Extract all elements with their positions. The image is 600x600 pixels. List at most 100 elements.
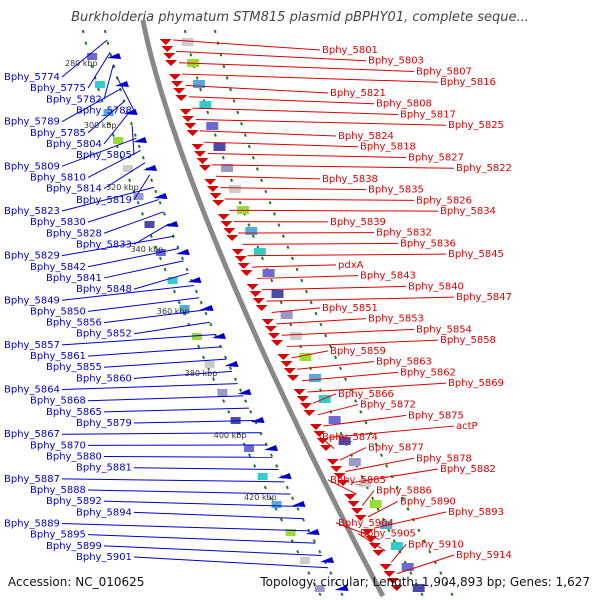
gene-label[interactable]: Bphy_5823 <box>4 206 60 217</box>
gene-label[interactable]: Bphy_5895 <box>30 530 86 541</box>
gene-label[interactable]: Bphy_5867 <box>4 429 60 440</box>
gene-label[interactable]: Bphy_5877 <box>368 443 424 454</box>
gene-label[interactable]: Bphy_5859 <box>330 346 386 357</box>
gene-label[interactable]: Bphy_5828 <box>46 228 102 239</box>
gene-label[interactable]: Bphy_5785 <box>30 128 86 139</box>
gene-label[interactable]: Bphy_5847 <box>456 292 512 303</box>
gene-label[interactable]: Bphy_5869 <box>448 378 504 389</box>
gene-label[interactable]: Bphy_5882 <box>440 464 496 475</box>
gene-label[interactable]: Bphy_5862 <box>400 367 456 378</box>
gene-label[interactable]: Bphy_5864 <box>4 385 60 396</box>
kbp-tick-label: 300 kbp <box>84 121 117 130</box>
gene-label[interactable]: Bphy_5843 <box>360 271 416 282</box>
gene-label[interactable]: Bphy_5788 <box>76 105 132 116</box>
gene-label[interactable]: Bphy_5810 <box>30 172 86 183</box>
gene-leader-line <box>61 478 285 483</box>
gene-label[interactable]: Bphy_5853 <box>368 314 424 325</box>
gene-label[interactable]: Bphy_5833 <box>76 239 132 250</box>
gene-label[interactable]: Bphy_5817 <box>400 109 456 120</box>
gene-label[interactable]: Bphy_5804 <box>46 139 102 150</box>
gene-label[interactable]: Bphy_5905 <box>360 529 416 540</box>
gene-label[interactable]: Bphy_5845 <box>448 249 504 260</box>
gene-label[interactable]: Bphy_5872 <box>360 400 416 411</box>
gene-label[interactable]: Bphy_5879 <box>76 418 132 429</box>
gene-label[interactable]: Bphy_5825 <box>448 120 504 131</box>
reverse-gene-mark <box>212 200 225 206</box>
gene-label[interactable]: Bphy_5887 <box>4 474 60 485</box>
gene-label[interactable]: Bphy_5789 <box>4 117 60 128</box>
gene-label[interactable]: Bphy_5914 <box>456 550 512 561</box>
gene-label[interactable]: Bphy_5827 <box>408 152 464 163</box>
feature-block <box>318 395 331 403</box>
gene-label[interactable]: Bphy_5868 <box>30 396 86 407</box>
gene-label[interactable]: Bphy_5875 <box>408 410 464 421</box>
gene-label[interactable]: Bphy_5885 <box>330 475 386 486</box>
gene-label[interactable]: actP <box>456 421 478 432</box>
gene-label[interactable]: Bphy_5910 <box>408 539 464 550</box>
gene-label[interactable]: Bphy_5899 <box>46 541 102 552</box>
gene-label[interactable]: Bphy_5865 <box>46 407 102 418</box>
gene-label[interactable]: Bphy_5856 <box>46 318 102 329</box>
gene-label[interactable]: Bphy_5834 <box>440 206 496 217</box>
gene-label[interactable]: Bphy_5807 <box>416 66 472 77</box>
gene-label[interactable]: Bphy_5774 <box>4 72 60 83</box>
gene-label[interactable]: Bphy_5816 <box>440 77 496 88</box>
gene-label[interactable]: Bphy_5841 <box>46 273 102 284</box>
gene-label[interactable]: Bphy_5830 <box>30 217 86 228</box>
gene-label[interactable]: Bphy_5836 <box>400 238 456 249</box>
gene-label[interactable]: Bphy_5848 <box>76 284 132 295</box>
gene-label[interactable]: Bphy_5818 <box>360 142 416 153</box>
gene-label[interactable]: Bphy_5880 <box>46 452 102 463</box>
gene-label[interactable]: Bphy_5870 <box>30 440 86 451</box>
gene-label[interactable]: Bphy_5874 <box>322 432 378 443</box>
gene-label[interactable]: Bphy_5863 <box>376 357 432 368</box>
gene-label[interactable]: Bphy_5775 <box>30 83 86 94</box>
gene-label[interactable]: Bphy_5850 <box>30 306 86 317</box>
gene-leader-line <box>345 457 415 472</box>
gene-label[interactable]: Bphy_5857 <box>4 340 60 351</box>
gene-label[interactable]: Bphy_5838 <box>322 174 378 185</box>
gene-label[interactable]: Bphy_5832 <box>376 228 432 239</box>
gene-label[interactable]: Bphy_5835 <box>368 185 424 196</box>
reverse-gene-mark <box>293 389 306 395</box>
gene-label[interactable]: Bphy_5824 <box>338 131 394 142</box>
gene-leader-line <box>103 456 273 458</box>
gene-label[interactable]: Bphy_5840 <box>408 281 464 292</box>
gene-label[interactable]: Bphy_5801 <box>322 45 378 56</box>
gene-label[interactable]: Bphy_5852 <box>76 329 132 340</box>
gene-label[interactable]: Bphy_5805 <box>76 150 132 161</box>
gene-label[interactable]: Bphy_5851 <box>322 303 378 314</box>
gene-label[interactable]: Bphy_5822 <box>456 163 512 174</box>
gene-label[interactable]: Bphy_5894 <box>76 507 132 518</box>
gene-label[interactable]: Bphy_5866 <box>338 389 394 400</box>
gene-label[interactable]: Bphy_5888 <box>30 485 86 496</box>
gene-label[interactable]: Bphy_5855 <box>46 362 102 373</box>
gene-leader-line <box>103 211 164 234</box>
gene-label[interactable]: Bphy_5890 <box>400 496 456 507</box>
gene-label[interactable]: Bphy_5854 <box>416 324 472 335</box>
gene-label[interactable]: Bphy_5861 <box>30 351 86 362</box>
gene-label[interactable]: Bphy_5814 <box>46 184 102 195</box>
gene-label[interactable]: Bphy_5904 <box>338 518 394 529</box>
gene-label[interactable]: Bphy_5809 <box>4 161 60 172</box>
gene-label[interactable]: Bphy_5829 <box>4 251 60 262</box>
gene-label[interactable]: Bphy_5901 <box>76 552 132 563</box>
gene-label[interactable]: Bphy_5842 <box>30 262 86 273</box>
reverse-gene-mark <box>280 361 293 367</box>
gene-label[interactable]: Bphy_5889 <box>4 519 60 530</box>
gene-label[interactable]: Bphy_5826 <box>416 195 472 206</box>
gene-label[interactable]: Bphy_5886 <box>376 486 432 497</box>
gene-label[interactable]: Bphy_5839 <box>330 217 386 228</box>
gene-label[interactable]: Bphy_5860 <box>76 373 132 384</box>
gene-label[interactable]: Bphy_5893 <box>448 507 504 518</box>
gene-label[interactable]: pdxA <box>338 260 364 271</box>
gene-label[interactable]: Bphy_5892 <box>46 496 102 507</box>
gene-label[interactable]: Bphy_5803 <box>368 56 424 67</box>
gene-label[interactable]: Bphy_5808 <box>376 99 432 110</box>
gene-label[interactable]: Bphy_5821 <box>330 88 386 99</box>
gene-label[interactable]: Bphy_5849 <box>4 295 60 306</box>
gene-label[interactable]: Bphy_5858 <box>440 335 496 346</box>
gene-label[interactable]: Bphy_5782 <box>46 94 102 105</box>
gene-label[interactable]: Bphy_5881 <box>76 463 132 474</box>
gene-label[interactable]: Bphy_5878 <box>416 453 472 464</box>
